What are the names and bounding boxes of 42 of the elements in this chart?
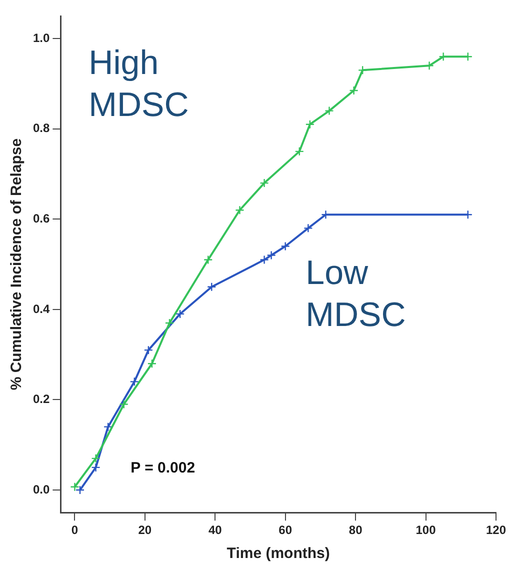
point — [260, 255, 269, 264]
x-tick-label: 60 — [278, 523, 292, 538]
point — [91, 462, 100, 472]
point — [260, 178, 269, 188]
point — [305, 120, 315, 129]
point — [294, 146, 304, 156]
x-axis-title: Time (months) — [226, 545, 330, 562]
point — [266, 250, 276, 260]
y-tick-label: 0.6 — [32, 211, 50, 226]
point — [235, 206, 244, 215]
x-tick-label: 120 — [486, 523, 506, 538]
point — [324, 106, 334, 116]
point — [175, 309, 185, 319]
x-tick-label: 0 — [71, 523, 78, 538]
point — [103, 422, 113, 432]
text: High MDSC — [88, 44, 189, 124]
point — [358, 66, 368, 75]
y-tick-label: 0.2 — [32, 392, 50, 406]
y-tick-label: 0.8 — [32, 121, 50, 136]
point — [144, 345, 154, 355]
point — [130, 377, 140, 386]
point — [91, 454, 100, 464]
x-tick-label: 40 — [208, 523, 222, 538]
x-tick-label: 20 — [138, 523, 152, 538]
point — [164, 318, 174, 328]
point — [147, 359, 157, 368]
point — [349, 86, 358, 96]
y-tick-label: 1.0 — [32, 30, 50, 45]
x-tick-label: 100 — [416, 523, 436, 538]
x-tick-label: 80 — [348, 523, 363, 538]
y-axis-title: % Cumulative Incidence of Relapse — [8, 138, 26, 390]
point — [207, 282, 216, 292]
point — [119, 400, 128, 409]
point — [204, 255, 213, 264]
point — [280, 242, 290, 251]
point — [304, 224, 313, 233]
y-tick-label: 0.4 — [32, 302, 50, 316]
y-tick-label: 0.0 — [32, 482, 50, 496]
series-label: Low MDSC — [306, 254, 406, 334]
point — [75, 485, 85, 495]
annotation: P = 0.002 — [130, 460, 196, 477]
point — [70, 482, 80, 492]
